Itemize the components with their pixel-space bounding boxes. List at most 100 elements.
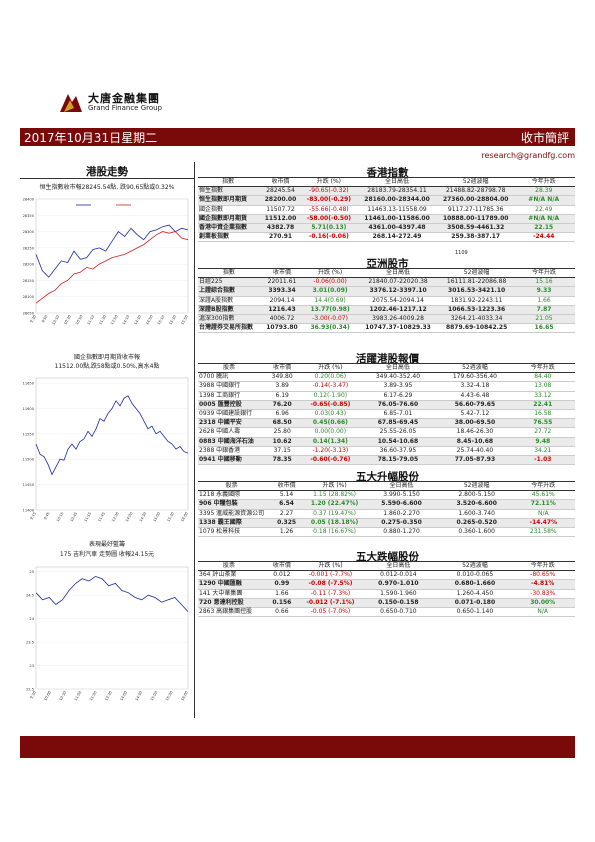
table-row[interactable]: 恒生指數 28245.54 -90.65(-0.32) 28183.79-28354.… bbox=[198, 186, 575, 197]
table-cell: 30.00% bbox=[510, 598, 575, 609]
table-cell: 0.37 (19.47%) bbox=[307, 509, 362, 519]
logo-chinese-name: 大唐金融集團 bbox=[88, 92, 160, 105]
table-cell: 6.96 bbox=[260, 409, 305, 420]
table-cell: 84.40 bbox=[510, 372, 575, 383]
x-tick-label: 11:10 bbox=[87, 314, 96, 326]
table-cell: -1.20(-3.13) bbox=[304, 446, 357, 457]
table-cell: 0.325 bbox=[265, 518, 308, 529]
column-header: 股票 bbox=[198, 362, 261, 374]
table-cell: 0.20(0.06) bbox=[304, 372, 357, 383]
table-cell: 0.45(0.66) bbox=[304, 418, 357, 429]
table-row[interactable]: 深證A股指數 2094.14 14.4(0.69) 2075.54-2094.14 18… bbox=[198, 296, 575, 306]
table-row[interactable]: 3395 滙威能源資源公司 2.27 0.37 (19.47%) 1.860-2.27… bbox=[198, 509, 575, 519]
table-row[interactable]: 3988 中國銀行 3.89 -0.14(-3.47) 3.89-3.95 3.32-4… bbox=[198, 381, 575, 392]
column-header: 股票 bbox=[198, 560, 260, 572]
x-tick-label: 11:15 bbox=[83, 512, 92, 523]
table-cell: 0.970-1.010 bbox=[357, 579, 440, 590]
x-tick-label: 14:50 bbox=[145, 314, 154, 326]
table-row[interactable]: 141 大中華集團 1.66 -0.11 (-7.3%) 1.590-1.960 1.2… bbox=[198, 589, 575, 599]
table-cell: N/A bbox=[511, 509, 575, 519]
table-cell: 3.990-5.150 bbox=[361, 490, 442, 501]
table-row[interactable]: 1290 中國匯融 0.99 -0.08 (-7.5%) 0.970-1.010 0.6… bbox=[198, 579, 575, 590]
table-cell: 1.260-4.450 bbox=[439, 589, 511, 599]
table-cell: 78.15-79.05 bbox=[356, 455, 440, 466]
table-cell: -0.65(-0.85) bbox=[304, 400, 357, 411]
x-tick-label: 10:30 bbox=[63, 314, 72, 326]
table-cell: 深證A股指數 bbox=[198, 296, 260, 306]
table-row[interactable]: 1398 工商銀行 6.19 0.12(-1.90) 6.17-6.29 4.43-6.… bbox=[198, 391, 575, 401]
table-cell: 7.87 bbox=[513, 305, 575, 316]
table-row[interactable]: 日經225 22011.61 -0.06(0.00) 21840.07-22020.3… bbox=[198, 277, 575, 288]
table-cell: 0.650-1.140 bbox=[439, 607, 511, 618]
column-header: 升跌 (%) bbox=[304, 362, 357, 374]
table-row[interactable]: 0939 中國建設銀行 6.96 0.03(0.43) 6.85-7.01 5.42-7… bbox=[198, 409, 575, 420]
hk-table: 指數 收市價 升跌 (%) 全日高低 52週波幅 今年升跌 恒生指數 28245.54 -90.… bbox=[198, 176, 575, 243]
series-line-1 bbox=[35, 231, 189, 304]
table-cell: 22.41 bbox=[510, 400, 575, 411]
table-cell: 1.860-2.270 bbox=[361, 509, 442, 519]
table-row[interactable]: 滬深300指數 4006.72 -3.00(-0.07) 3983.26-4009.2… bbox=[198, 314, 575, 325]
table-cell: 10793.80 bbox=[259, 323, 305, 334]
table-cell: 364 評山茶業 bbox=[198, 570, 260, 581]
x-tick-label: 15:00 bbox=[153, 511, 162, 523]
table-row[interactable]: 1338 霸王國際 0.325 0.05 (18.18%) 0.275-0.350 0.… bbox=[198, 518, 575, 529]
table-row[interactable]: 上證綜合指數 3393.34 3.01(0.09) 3376.12-3397.10 30… bbox=[198, 286, 575, 297]
table-cell: 2.27 bbox=[265, 509, 308, 519]
table-cell: 3.520-6.600 bbox=[441, 499, 512, 510]
table-row[interactable]: 720 意達利控股 0.156 -0.012 (-7.1%) 0.150-0.158 0… bbox=[198, 598, 575, 609]
table-row[interactable]: 2863 高銀集團控股 0.66 -0.05 (-7.0%) 0.650-0.710 0… bbox=[198, 607, 575, 618]
y-tick-label: 25 bbox=[29, 570, 34, 574]
table-row[interactable]: 台灣證券交易所指數 10793.80 36.93(0.34) 10747.37-108… bbox=[198, 323, 575, 334]
table-cell: 67.85-69.45 bbox=[356, 418, 440, 429]
table-cell: 11463.13-11558.09 bbox=[355, 205, 439, 215]
table-cell: 6.19 bbox=[260, 391, 305, 401]
table-row[interactable]: 2318 中國平安 68.50 0.45(0.66) 67.85-69.45 38.00… bbox=[198, 418, 575, 429]
table-cell: 1.15 (28.82%) bbox=[307, 490, 362, 501]
y-tick-label: 28300 bbox=[23, 230, 35, 234]
table-cell: -0.16(-0.06) bbox=[302, 232, 356, 243]
table-row[interactable]: 0700 騰訊 349.80 0.20(0.06) 349.40-352.40 179.… bbox=[198, 372, 575, 383]
table-cell: 45.61% bbox=[511, 490, 575, 501]
table-cell: 3393.34 bbox=[259, 286, 305, 297]
table-row[interactable]: 創業板指數 270.91 -0.16(-0.06) 268.14-272.49 259.… bbox=[198, 232, 575, 243]
table-row[interactable]: 2628 中國人壽 25.80 0.00(0.00) 25.55-26.05 18.46… bbox=[198, 427, 575, 438]
table-row[interactable]: 906 中糧包裝 6.54 1.20 (22.47%) 5.590-6.600 3.52… bbox=[198, 499, 575, 510]
x-tick-label: 9:50 bbox=[41, 314, 49, 324]
table-cell: 28245.54 bbox=[258, 186, 303, 197]
report-date: 2017年10月31日星期二 bbox=[24, 131, 158, 145]
table-row[interactable]: 0883 中國海洋石油 10.62 0.14(1.34) 10.54-10.68 8.4… bbox=[198, 437, 575, 447]
report-title: 收市簡評 bbox=[520, 131, 569, 145]
table-cell: -0.11 (-7.3%) bbox=[303, 589, 358, 599]
table-cell: 0005 匯豐控股 bbox=[198, 400, 261, 411]
table-row[interactable]: 364 評山茶業 0.012 -0.001 (-7.7%) 0.012-0.014 0.… bbox=[198, 570, 575, 581]
table-row[interactable]: 1218 永義國際 5.14 1.15 (28.82%) 3.990-5.150 2.8… bbox=[198, 490, 575, 501]
table-cell: 0883 中國海洋石油 bbox=[198, 437, 261, 447]
table-row[interactable]: 深證B股指數 1216.43 13.77(0.98) 1202.46-1217.12 1… bbox=[198, 305, 575, 316]
table-cell: 11512.00 bbox=[258, 214, 303, 225]
table-row[interactable]: 2388 中銀香港 37.15 -1.20(-3.13) 36.60-37.95 25.… bbox=[198, 446, 575, 457]
table-row[interactable]: 國企指數即月期貨 11512.00 -58.00(-0.50) 11461.00-11… bbox=[198, 214, 575, 225]
table-row[interactable]: 0941 中國移動 78.35 -0.60(-0.76) 78.15-79.05 77.… bbox=[198, 455, 575, 466]
contact-email[interactable]: research@grandfg.com bbox=[481, 151, 575, 160]
table-cell: -0.14(-3.47) bbox=[304, 381, 357, 392]
table-cell: 0.12(-1.90) bbox=[304, 391, 357, 401]
table-cell: -55.66(-0.48) bbox=[302, 205, 356, 215]
plot-area bbox=[35, 198, 189, 314]
table-row[interactable]: 香港中資企業指數 4382.78 5.71(0.13) 4361.00-4397.48… bbox=[198, 223, 575, 234]
y-tick-label: 11650 bbox=[23, 382, 35, 386]
table-row[interactable]: 0005 匯豐控股 76.20 -0.65(-0.85) 76.05-76.60 56.… bbox=[198, 400, 575, 411]
y-tick-label: 11600 bbox=[23, 407, 35, 411]
table-row[interactable]: 1079 松景科技 1.26 0.18 (16.67%) 0.880-1.270 0.3… bbox=[198, 527, 575, 538]
table-cell: 0.012 bbox=[260, 570, 304, 581]
x-tick-label: 14:30 bbox=[135, 690, 144, 702]
plot-area bbox=[35, 377, 189, 511]
x-tick-label: 11:00 bbox=[74, 690, 83, 702]
table-cell: 0.156 bbox=[260, 598, 304, 609]
table-cell: 10.54-10.68 bbox=[356, 437, 440, 447]
table-row[interactable]: 恒生指數即月期貨 28200.00 -83.00(-0.29) 28160.00-28… bbox=[198, 195, 575, 206]
column-header: 升跌 (%) bbox=[304, 267, 356, 279]
table-cell: 8.45-10.68 bbox=[439, 437, 511, 447]
table-cell: 4361.00-4397.48 bbox=[355, 223, 439, 234]
table-row[interactable]: 國企指數 11507.72 -55.66(-0.48) 11463.13-11558.… bbox=[198, 205, 575, 215]
